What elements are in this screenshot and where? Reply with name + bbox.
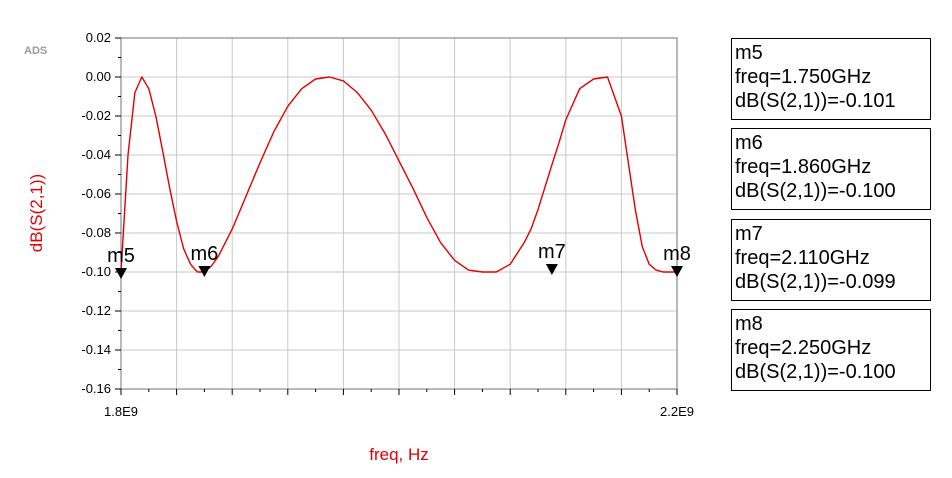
y-tick-label: -0.06 bbox=[81, 186, 111, 201]
marker-readout-freq: freq=2.250GHz bbox=[735, 337, 872, 359]
y-tick-label: -0.16 bbox=[81, 381, 111, 396]
marker-m8-triangle bbox=[671, 266, 683, 277]
marker-readout-freq: freq=1.750GHz bbox=[735, 66, 872, 88]
marker-readout-name: m5 bbox=[735, 42, 763, 64]
y-tick-label: -0.04 bbox=[81, 147, 111, 162]
marker-readout-m6[interactable]: m6 freq=1.860GHz dB(S(2,1))=-0.100 bbox=[731, 128, 931, 210]
marker-readout-freq: freq=2.110GHz bbox=[735, 247, 870, 269]
marker-readout-value: dB(S(2,1))=-0.101 bbox=[735, 90, 896, 112]
marker-readout-value: dB(S(2,1))=-0.099 bbox=[735, 271, 896, 293]
marker-readout-name: m6 bbox=[735, 132, 763, 154]
marker-m5-triangle bbox=[115, 267, 127, 279]
marker-readout-m5[interactable]: m5 freq=1.750GHz dB(S(2,1))=-0.101 bbox=[731, 38, 931, 120]
x-axis-title: freq, Hz bbox=[369, 445, 429, 464]
axis-ticks: 0.02 0.00 -0.02 -0.04 -0.06 -0.08 -0.10 -0.12 -0… bbox=[81, 30, 694, 419]
marker-m6-label: m6 bbox=[191, 243, 219, 265]
marker-m7-label: m7 bbox=[538, 241, 566, 263]
y-tick-label: -0.10 bbox=[81, 264, 111, 279]
y-tick-label: -0.14 bbox=[81, 342, 111, 357]
series-line-s21 bbox=[120, 76, 677, 274]
marker-readout-m7[interactable]: m7 freq=2.110GHz dB(S(2,1))=-0.099 bbox=[731, 219, 931, 301]
y-tick-label: 0.02 bbox=[86, 30, 111, 45]
marker-m5-label: m5 bbox=[107, 245, 135, 267]
marker-readout-m8[interactable]: m8 freq=2.250GHz dB(S(2,1))=-0.100 bbox=[731, 309, 931, 391]
ads-logo: ADS bbox=[24, 45, 47, 57]
y-tick-label: -0.02 bbox=[81, 108, 111, 123]
y-tick-label: -0.12 bbox=[81, 303, 111, 318]
marker-m7-triangle bbox=[545, 264, 558, 276]
y-tick-label: 0.00 bbox=[86, 69, 111, 84]
marker-m6-triangle bbox=[198, 266, 211, 277]
marker-readout-value: dB(S(2,1))=-0.100 bbox=[735, 361, 896, 383]
y-axis-title: dB(S(2,1)) bbox=[27, 174, 46, 252]
x-tick-label: 2.2E9 bbox=[660, 404, 694, 419]
marker-readout-value: dB(S(2,1))=-0.100 bbox=[735, 180, 896, 202]
grid bbox=[121, 38, 677, 389]
x-tick-label: 1.8E9 bbox=[104, 404, 138, 419]
y-tick-label: -0.08 bbox=[81, 225, 111, 240]
marker-m8-label: m8 bbox=[663, 243, 691, 265]
marker-readout-name: m7 bbox=[735, 223, 763, 245]
marker-layer: m5 m6 m7 m8 bbox=[107, 241, 691, 279]
series-layer bbox=[120, 76, 677, 274]
marker-readout-freq: freq=1.860GHz bbox=[735, 156, 872, 178]
marker-readout-name: m8 bbox=[735, 313, 763, 335]
